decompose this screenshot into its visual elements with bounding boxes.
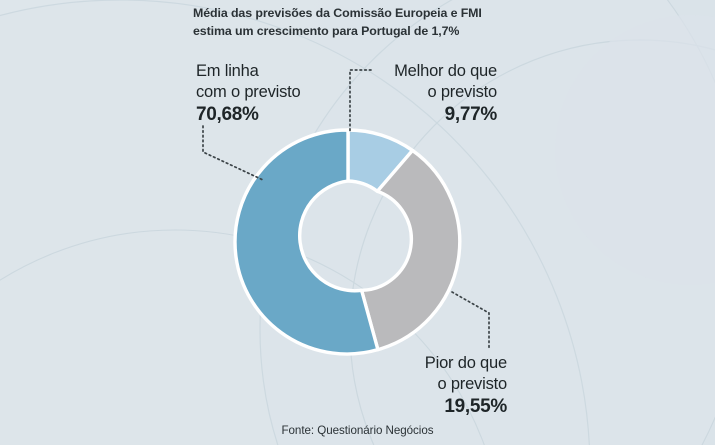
chart-title-line-1: Média das previsões da Comissão Europeia… [193, 6, 482, 20]
slice-pior-do-que-o-previsto[interactable] [359, 148, 462, 352]
slice-em-linha-com-o-previsto[interactable] [233, 128, 380, 356]
callout-melhor-line-1: Melhor do que [394, 62, 497, 80]
callout-melhor: Melhor do que o previsto 9,77% [394, 61, 497, 125]
leader-lines [202, 69, 490, 349]
callout-em-linha-value: 70,68% [196, 104, 259, 125]
leader-line-melhor [349, 69, 372, 132]
callout-pior-value: 19,55% [444, 396, 507, 417]
leader-line-pior [451, 291, 490, 349]
callout-melhor-value: 9,77% [444, 104, 498, 125]
callout-pior: Pior do que o previsto 19,55% [424, 353, 508, 417]
chart-title: Média das previsões da Comissão Europeia… [193, 5, 523, 40]
leader-line-em-linha [202, 125, 264, 181]
callout-em-linha-line-2: com o previsto [196, 83, 301, 101]
callout-em-linha: Em linha com o previsto 70,68% [196, 61, 301, 125]
donut-slices [233, 128, 462, 356]
callout-pior-line-2: o previsto [437, 375, 507, 393]
chart-title-line-2: estima um crescimento para Portugal de 1… [193, 23, 460, 38]
callout-melhor-line-2: o previsto [427, 83, 497, 101]
callout-pior-line-1: Pior do que [424, 354, 507, 372]
source-note: Fonte: Questionário Negócios [281, 424, 434, 437]
callout-em-linha-line-1: Em linha [196, 62, 259, 80]
